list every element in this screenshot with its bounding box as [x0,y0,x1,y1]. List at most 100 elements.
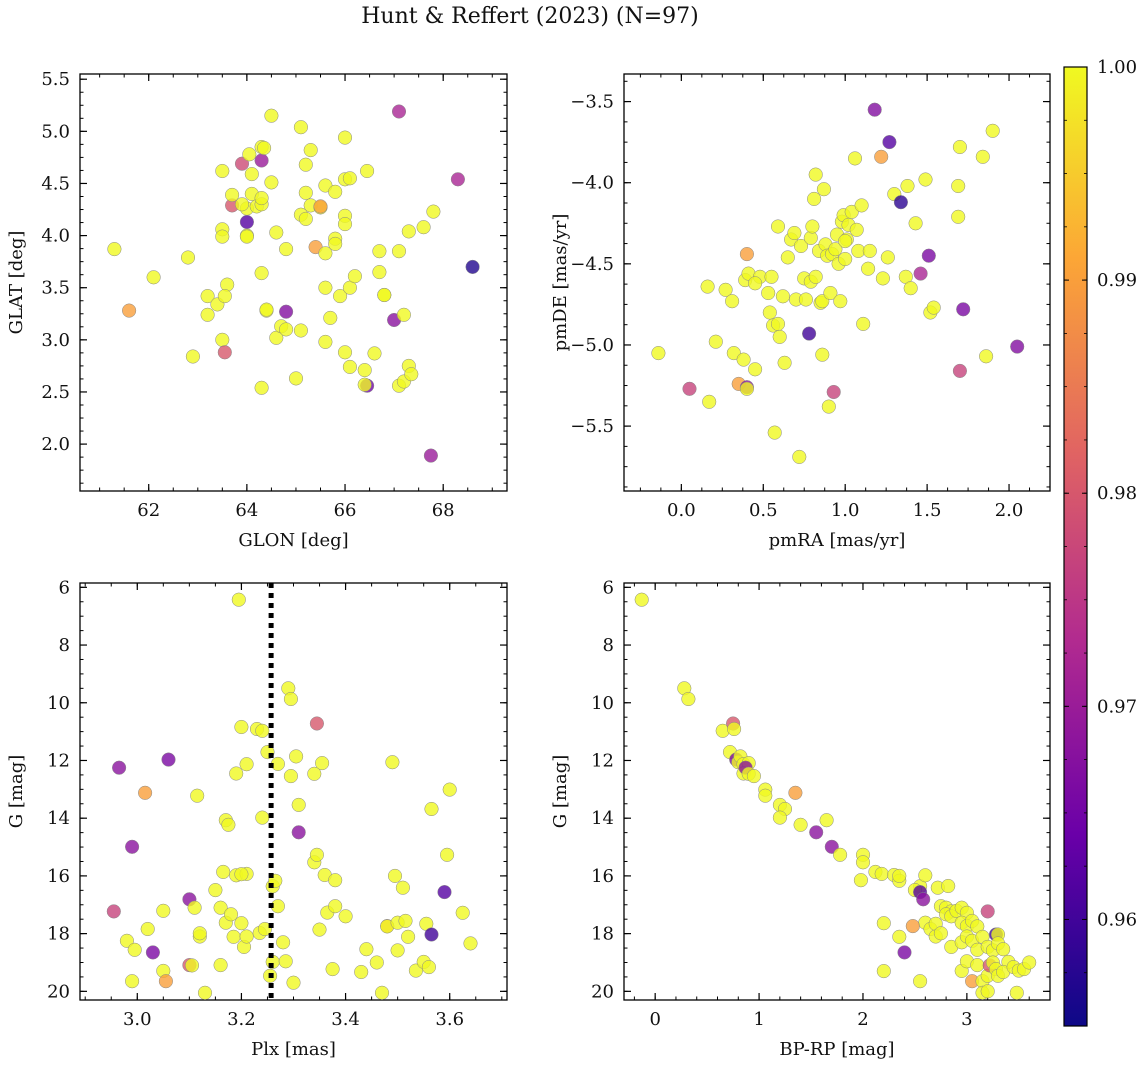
scatter-point [975,149,990,164]
scatter-point [119,933,134,948]
x-tick-label: 68 [432,500,455,521]
scatter-point [385,755,400,770]
scatter-point [416,220,431,235]
scatter-point [861,261,876,276]
scatter-point [897,945,912,960]
scatter-point [913,974,928,989]
scatter-point [876,964,891,979]
scatter-point [437,885,452,900]
axes-frame [623,73,1051,492]
panel-pm: 0.0 0.5 1.0 1.5 2.0 −5.5 −5.0 −4.5 −4.0 −3.5 pmRA … [550,73,1051,551]
scatter-point [762,305,777,320]
scatter-point [225,187,240,202]
scatter-point [291,825,306,840]
panel-plx-g: 3.0 3.2 3.4 3.6 6 8 10 12 14 16 18 20 Plx [mas] G [ma… [6,577,508,1060]
scatter-point [146,270,161,285]
scatter-point [892,868,907,883]
scatter-point [347,269,362,284]
scatter-point [257,140,272,156]
y-tick-label: 10 [591,693,614,714]
scatter-point [313,199,328,214]
scatter-point [874,866,889,881]
scatter-point [1010,339,1025,354]
scatter-point [303,143,318,158]
scatter-point [775,289,790,304]
scatter-point [244,167,259,182]
scatter-point [234,719,249,735]
scatter-point [254,153,269,168]
scatter-point [357,363,372,378]
scatter-point [855,855,871,870]
scatter-point [442,782,457,797]
scatter-point [338,909,353,924]
scatter-point [328,184,343,199]
scatter-point [328,873,343,888]
scatter-point [357,377,372,392]
y-tick-label: 6 [59,577,70,598]
scatter-point [145,945,160,960]
y-tick-label: 10 [47,693,70,714]
scatter-point [908,216,923,231]
scatter-point [847,151,863,166]
scatter-point [309,716,324,731]
colorbar-tick-label: 0.96 [1097,909,1137,930]
scatter-point [918,868,933,883]
scatter-point [793,817,808,832]
scatter-point [293,323,308,338]
scatter-point [764,269,779,284]
scatter-point [772,329,787,344]
scatter-point [217,289,232,304]
colorbar-tick-label: 0.98 [1097,483,1137,504]
scatter-point [926,300,941,315]
scatter-point [700,279,715,294]
scatter-point [833,847,848,862]
scatter-point [309,847,324,862]
scatter-point [767,425,782,440]
scatter-point [761,285,776,301]
scatter-point [395,880,410,895]
y-tick-label: 3.0 [41,330,70,351]
scatter-point [372,244,387,259]
x-tick-label: 3.4 [331,1009,360,1030]
scatter-point [941,878,956,894]
scatter-point [293,120,308,135]
scatter-point [221,817,236,832]
scatter-point [424,927,439,942]
axes-frame [79,73,508,492]
scatter-point [826,384,841,400]
scatter-point [809,825,824,840]
y-tick-label: 12 [591,750,614,771]
x-tick-label: 3 [961,1009,972,1030]
scatter-point [239,757,254,772]
scatter-point [208,883,223,898]
scatter-point [328,899,343,914]
scatter-point [838,251,853,267]
scatter-point [985,123,1000,138]
scatter-point [718,282,733,297]
scatter-point [180,250,196,265]
x-tick-label: 0 [649,1009,660,1030]
scatter-point [1009,985,1024,1000]
scatter-point [398,913,413,928]
scatter-point [390,943,405,958]
x-tick-label: 1.0 [831,500,860,521]
scatter-point [681,691,696,707]
scatter-point [892,929,907,944]
x-tick-label: 1.5 [913,500,942,521]
y-tick-label: 8 [603,635,614,656]
scatter-point [401,224,416,239]
figure-title: Hunt & Reffert (2023) (N=97) [361,4,699,29]
scatter-point [283,769,298,784]
scatter-point [226,929,241,944]
scatter-point [792,449,807,464]
x-tick-label: 2 [857,1009,868,1030]
scatter-point [424,801,439,817]
scatter-point [289,749,304,764]
x-tick-label: 2.0 [995,500,1024,521]
scatter-point [342,359,357,374]
scatter-point [367,346,382,361]
x-tick-label: 0.5 [749,500,778,521]
scatter-point [200,289,215,304]
scatter-point [318,246,333,261]
scatter-point [739,247,754,262]
